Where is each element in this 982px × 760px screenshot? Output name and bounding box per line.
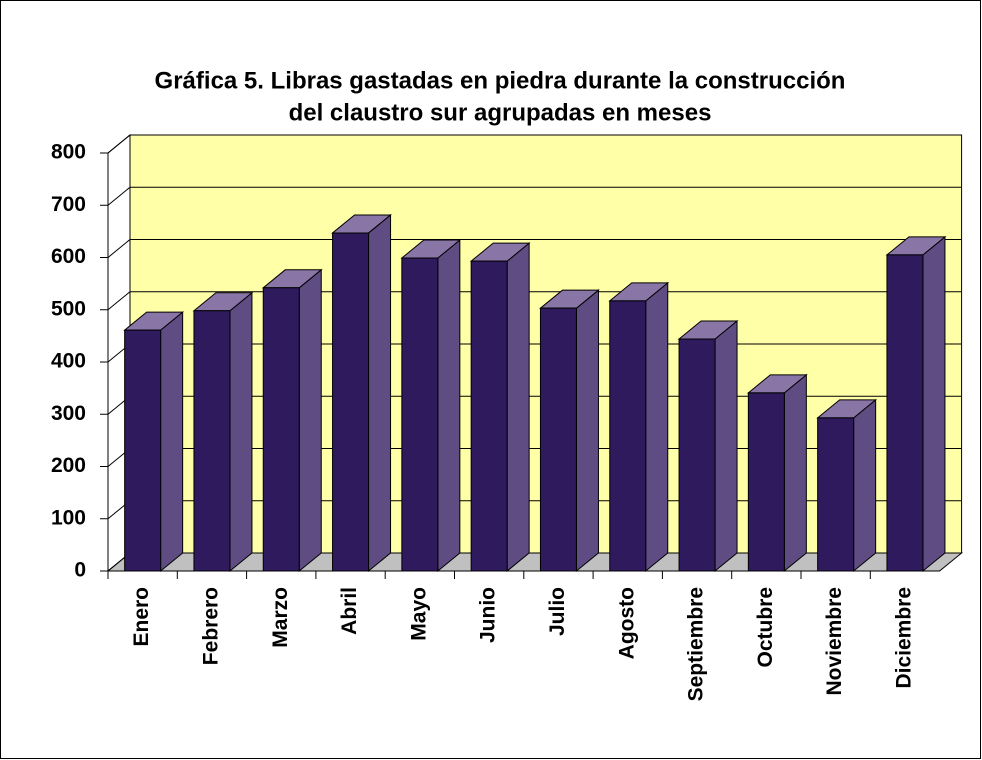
grid-line: [107, 134, 131, 154]
bar-side: [437, 238, 461, 573]
y-tick-label: 100: [51, 506, 86, 529]
chart-title: Gráfica 5. Libras gastadas en piedra dur…: [155, 67, 846, 94]
y-tick-label: 800: [51, 141, 86, 164]
bar: [746, 373, 808, 573]
bar: [261, 268, 323, 573]
bar-front: [470, 260, 508, 572]
bar-side: [298, 268, 322, 573]
x-tick-label: Febrero: [199, 587, 222, 665]
y-tick-label: 700: [51, 193, 86, 216]
bar-front: [747, 392, 785, 572]
bar: [331, 213, 392, 573]
bar-side: [506, 242, 530, 573]
x-tick-label: Mayo: [407, 587, 430, 641]
bar: [677, 319, 739, 573]
bar-front: [401, 257, 439, 572]
x-tick-label: Octubre: [754, 587, 777, 668]
bar-front: [332, 232, 370, 572]
x-tick-label: Diciembre: [892, 587, 915, 689]
x-tick-label: Marzo: [269, 587, 292, 648]
x-tick-label: Septiembre: [685, 587, 708, 701]
bar-front: [817, 417, 855, 572]
bar-front: [539, 307, 577, 572]
bar-side: [229, 291, 253, 573]
bar-side: [368, 213, 392, 573]
bar: [192, 291, 254, 573]
x-tick-label: Abril: [338, 587, 361, 635]
bar: [885, 235, 947, 573]
y-tick-label: 600: [51, 245, 86, 268]
y-tick-label: 200: [51, 454, 86, 477]
bar-front: [193, 310, 231, 572]
bar: [469, 242, 531, 573]
bar: [400, 238, 462, 573]
x-tick-label: Noviembre: [823, 587, 846, 696]
bar-side: [160, 311, 184, 573]
x-tick-label: Enero: [130, 587, 153, 647]
bar-side: [575, 289, 599, 573]
y-tick-label: 300: [51, 402, 86, 425]
x-tick-label: Agosto: [615, 587, 638, 659]
grid-line: [107, 239, 131, 258]
grid-line: [107, 186, 131, 206]
bar-side: [783, 373, 807, 573]
chart-title: del claustro sur agrupadas en meses: [289, 99, 712, 126]
y-tick-label: 0: [74, 559, 86, 582]
x-tick-label: Junio: [477, 587, 500, 643]
bar-front: [886, 254, 924, 572]
bar-side: [645, 281, 669, 573]
bar: [539, 289, 600, 573]
bar-front: [678, 338, 716, 572]
bar-side: [853, 398, 877, 573]
bar-front: [124, 329, 162, 572]
bar-front: [262, 287, 300, 572]
bar: [608, 281, 670, 573]
bar: [123, 311, 185, 573]
y-tick-label: 400: [51, 350, 86, 373]
bar-side: [714, 319, 738, 573]
bar-front: [609, 300, 647, 572]
bar: [816, 398, 878, 573]
grid-line: [107, 291, 131, 311]
bar-side: [922, 235, 946, 573]
x-tick-label: Julio: [546, 587, 569, 636]
y-tick-label: 500: [51, 297, 86, 320]
